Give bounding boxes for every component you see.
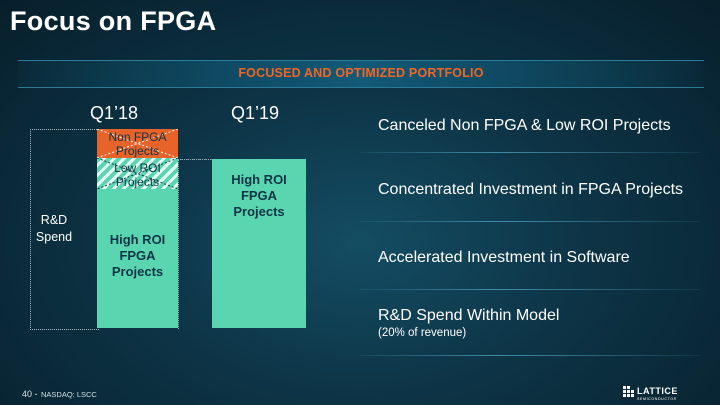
divider-4 — [360, 355, 700, 356]
bullet-rd-within-model: R&D Spend Within Model — [378, 307, 560, 324]
column-label-q118: Q1’18 — [90, 103, 139, 123]
segment-label-high-roi-q118: High ROI FPGA Projects — [109, 232, 166, 279]
section-banner: FOCUSED AND OPTIMIZED PORTFOLIO — [18, 60, 704, 88]
divider-2 — [360, 221, 700, 222]
bullet-canceled-projects: Canceled Non FPGA & Low ROI Projects — [378, 117, 671, 134]
slide-title: Focus on FPGA — [10, 6, 217, 36]
svg-text:LATTICE: LATTICE — [637, 386, 678, 396]
segment-high-roi-q118: High ROI FPGA Projects — [97, 189, 178, 328]
segment-label-non-fpga: Non FPGA Projects — [108, 130, 167, 158]
segment-label-high-roi-q119: High ROI FPGA Projects — [231, 172, 287, 219]
segment-label-low-roi: Low ROI Projects — [114, 161, 161, 189]
divider-3 — [360, 289, 700, 290]
ticker-label: NASDAQ: LSCC — [41, 390, 97, 399]
lattice-logo: LATTICE SEMICONDUCTOR — [623, 386, 678, 401]
bar-q118: Non FPGA Projects Low ROI Projects High … — [97, 129, 178, 328]
page-number: 40 - — [22, 389, 38, 399]
gap-outline — [178, 159, 213, 329]
rd-spend-label: R&D Spend — [35, 213, 73, 244]
bullet-note-revenue: (20% of revenue) — [378, 327, 467, 339]
gap-diagonal-line — [178, 159, 212, 160]
column-label-q119: Q1’19 — [231, 103, 280, 123]
bullet-concentrated-investment: Concentrated Investment in FPGA Projects — [378, 181, 684, 198]
cross-out-icon — [97, 158, 178, 189]
segment-non-fpga: Non FPGA Projects — [97, 129, 178, 158]
divider-1 — [360, 152, 700, 153]
bar-q119: High ROI FPGA Projects — [212, 159, 306, 328]
segment-low-roi: Low ROI Projects — [97, 158, 178, 189]
bullet-accelerated-software: Accelerated Investment in Software — [378, 249, 630, 266]
svg-text:SEMICONDUCTOR: SEMICONDUCTOR — [637, 397, 677, 401]
banner-text: FOCUSED AND OPTIMIZED PORTFOLIO — [238, 66, 484, 80]
